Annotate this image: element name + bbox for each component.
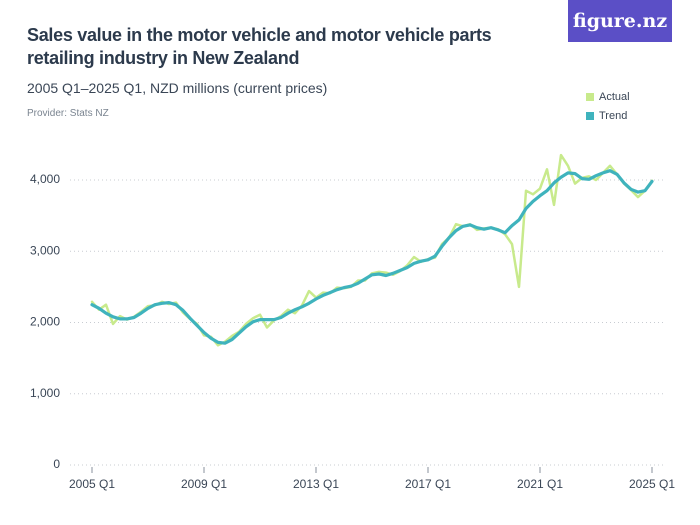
y-tick-label: 4,000	[30, 172, 60, 186]
chart-title: Sales value in the motor vehicle and mot…	[27, 25, 492, 68]
series-line	[90, 169, 654, 345]
x-tick-label: 2005 Q1	[69, 477, 115, 491]
legend-label: Actual	[599, 91, 630, 103]
legend-swatch	[586, 93, 594, 101]
series-line	[90, 153, 654, 347]
y-tick-label: 1,000	[30, 386, 60, 400]
legend-swatch	[586, 112, 594, 120]
y-tick-label: 3,000	[30, 243, 60, 257]
x-tick-label: 2021 Q1	[517, 477, 563, 491]
y-tick-label: 0	[53, 457, 60, 471]
y-tick-label: 2,000	[30, 315, 60, 329]
chart-subtitle: 2005 Q1–2025 Q1, NZD millions (current p…	[27, 80, 328, 96]
provider: Provider: Stats NZ	[27, 108, 109, 119]
x-tick-label: 2009 Q1	[181, 477, 227, 491]
legend-label: Trend	[599, 110, 627, 122]
x-tick-label: 2025 Q1	[629, 477, 675, 491]
x-tick-label: 2013 Q1	[293, 477, 339, 491]
x-tick-label: 2017 Q1	[405, 477, 451, 491]
logo[interactable]: figure.nz	[568, 0, 672, 42]
